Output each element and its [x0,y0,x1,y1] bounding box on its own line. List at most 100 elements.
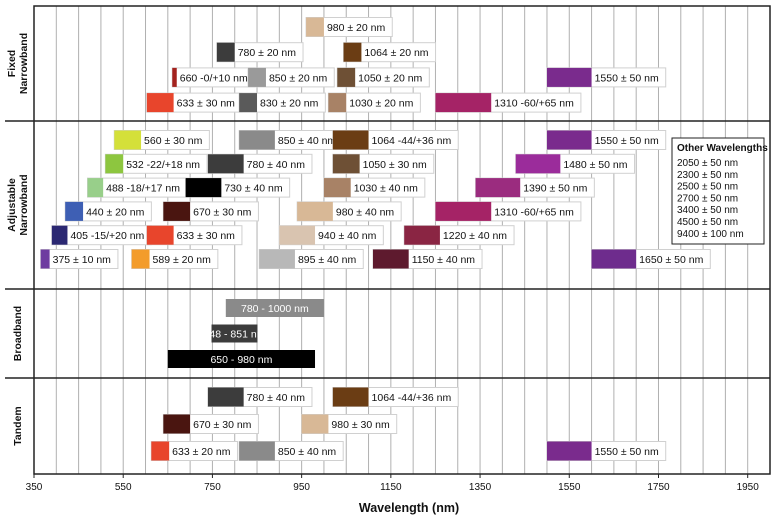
bar [146,93,174,113]
bar [328,93,347,113]
bar-label: 850 ± 40 nm [278,446,337,458]
bar [515,154,561,174]
bar [332,130,369,150]
bar [163,201,191,221]
bar [239,441,275,461]
bar-label: 670 ± 30 nm [193,206,252,218]
bar-label: 1064 -44/+36 nm [372,135,452,147]
other-wavelength-item: 2500 ± 50 nm [677,182,738,193]
bar [297,201,333,221]
other-wavelength-item: 3400 ± 50 nm [677,205,738,216]
tick-label: 1750 [647,482,670,493]
tick-label: 1350 [469,482,492,493]
bar-label: 1550 ± 50 nm [595,135,659,147]
bar [239,93,258,113]
bar [151,441,170,461]
bar-label: 1550 ± 50 nm [595,446,659,458]
bar-label: 980 ± 40 nm [336,206,395,218]
bar [373,249,409,269]
tick-label: 750 [204,482,221,493]
bar-label: 980 ± 30 nm [331,419,390,431]
bar-label: 589 ± 20 nm [153,254,212,266]
bar [435,93,492,113]
bar [207,154,244,174]
bar [435,201,492,221]
bar-label: 780 ± 20 nm [238,47,297,59]
other-wavelengths-title: Other Wavelengths [677,143,768,154]
bar-label: 633 ± 30 nm [177,98,236,110]
bar [332,154,360,174]
bar-label: 1390 ± 50 nm [523,183,587,195]
bar-label: 1050 ± 20 nm [358,72,422,84]
x-axis-label: Wavelength (nm) [359,501,459,515]
bar-label: 633 ± 20 nm [172,446,231,458]
bar-label: 375 ± 10 nm [53,254,112,266]
bar-label: 560 ± 30 nm [144,135,203,147]
bar [239,130,275,150]
bar-label: 780 ± 40 nm [247,392,306,404]
bar-label: 850 ± 40 nm [278,135,337,147]
bar [301,414,329,434]
bar [167,350,316,368]
bar-label: 1310 -60/+65 nm [494,206,574,218]
bar [546,441,592,461]
other-wavelengths-frame [671,137,765,245]
bar-label: 670 ± 30 nm [193,419,252,431]
bar [591,249,637,269]
bar [332,387,369,407]
bar [216,42,235,62]
bar [475,178,521,198]
bar-label: 980 ± 20 nm [327,22,386,34]
bar-label: 850 ± 20 nm [269,72,328,84]
tick-label: 550 [115,482,132,493]
bar-label: 730 ± 40 nm [224,183,283,195]
bars: 980 ± 20 nm 780 ± 20 nm 1064 ± 20 nm 660 -0… [40,17,711,461]
bar [337,67,356,87]
bar-label: 405 -15/+20 nm [70,230,144,242]
bar [248,67,266,87]
bar-label: 1064 -44/+36 nm [372,392,452,404]
x-axis-ticks: 350 550 750 950 1150 1350 1550 1750 1950 [26,474,760,493]
tick-label: 1150 [380,482,402,493]
bar [114,130,142,150]
bar [40,249,50,269]
bar [323,178,351,198]
bar-label: 1150 ± 40 nm [412,254,476,266]
bar-label: 1030 ± 40 nm [354,183,418,195]
bar-label: 1050 ± 30 nm [363,159,427,171]
other-wavelength-item: 2700 ± 50 nm [677,193,738,204]
bar-label: 633 ± 30 nm [177,230,236,242]
bar-label: 532 -22/+18 nm [126,159,200,171]
other-wavelength-item: 2300 ± 50 nm [677,170,738,181]
bar [105,154,124,174]
bar-label: 660 -0/+10 nm [180,72,248,84]
bar [404,225,440,245]
bar [343,42,362,62]
section-title: Broadband [12,306,24,361]
bar-label: 488 -18/+17 nm [106,183,180,195]
bar-label: 780 ± 40 nm [247,159,306,171]
bar-label: 1064 ± 20 nm [364,47,428,59]
bar [172,67,177,87]
bar-label: 1310 -60/+65 nm [494,98,574,110]
bar-label: 895 ± 40 nm [298,254,357,266]
bar-label: 1550 ± 50 nm [595,72,659,84]
bar [163,414,191,434]
other-wavelength-item: 4500 ± 50 nm [677,217,738,228]
other-wavelength-item: 2050 ± 50 nm [677,158,738,169]
bar [279,225,316,245]
bar-label: 830 ± 20 nm [260,98,319,110]
bar-label: 1220 ± 40 nm [443,230,507,242]
other-wavelength-item: 9400 ± 100 nm [677,229,744,240]
bar [65,201,84,221]
bar [87,178,104,198]
bar [225,299,324,317]
bar-label: 440 ± 20 nm [86,206,145,218]
bar [259,249,295,269]
plot-frame [33,5,771,475]
bar-label: 1480 ± 50 nm [563,159,627,171]
tick-label: 1950 [737,482,760,493]
bar-label: 650 - 980 nm [210,354,272,366]
